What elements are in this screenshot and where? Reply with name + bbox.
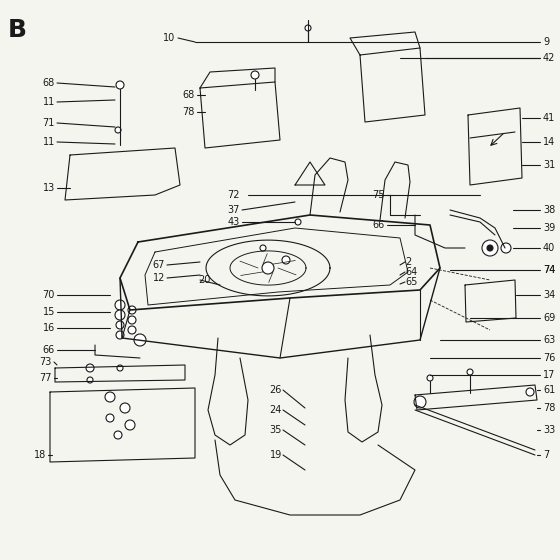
Text: 67: 67	[153, 260, 165, 270]
Text: 74: 74	[543, 265, 556, 275]
Text: 76: 76	[543, 353, 556, 363]
Text: 11: 11	[43, 97, 55, 107]
Circle shape	[427, 375, 433, 381]
Text: 9: 9	[543, 37, 549, 47]
Text: 68: 68	[183, 90, 195, 100]
Text: 39: 39	[543, 223, 556, 233]
Text: B: B	[8, 18, 27, 42]
Circle shape	[260, 245, 266, 251]
Circle shape	[125, 420, 135, 430]
Circle shape	[295, 219, 301, 225]
Text: 61: 61	[543, 385, 556, 395]
Circle shape	[128, 326, 136, 334]
Circle shape	[116, 331, 124, 339]
Text: 18: 18	[34, 450, 46, 460]
Text: 16: 16	[43, 323, 55, 333]
Circle shape	[115, 127, 121, 133]
Circle shape	[114, 431, 122, 439]
Circle shape	[128, 306, 136, 314]
Text: 13: 13	[43, 183, 55, 193]
Text: 11: 11	[43, 137, 55, 147]
Circle shape	[134, 334, 146, 346]
Text: 12: 12	[153, 273, 165, 283]
Circle shape	[115, 310, 125, 320]
Text: 69: 69	[543, 313, 556, 323]
Text: 34: 34	[543, 290, 556, 300]
Circle shape	[105, 392, 115, 402]
Text: 63: 63	[543, 335, 556, 345]
Text: 24: 24	[269, 405, 282, 415]
Circle shape	[128, 316, 136, 324]
Circle shape	[87, 377, 93, 383]
Circle shape	[120, 403, 130, 413]
Text: 37: 37	[227, 205, 240, 215]
Text: 73: 73	[40, 357, 52, 367]
Text: 74: 74	[543, 265, 556, 275]
Text: 71: 71	[43, 118, 55, 128]
Text: 10: 10	[163, 33, 175, 43]
Text: 38: 38	[543, 205, 556, 215]
Circle shape	[414, 396, 426, 408]
Circle shape	[106, 414, 114, 422]
Text: 40: 40	[543, 243, 556, 253]
Text: 15: 15	[43, 307, 55, 317]
Text: 65: 65	[405, 277, 417, 287]
Circle shape	[117, 365, 123, 371]
Text: 66: 66	[373, 220, 385, 230]
Circle shape	[86, 364, 94, 372]
Text: 78: 78	[183, 107, 195, 117]
Text: 75: 75	[372, 190, 385, 200]
Text: 72: 72	[227, 190, 240, 200]
Text: 41: 41	[543, 113, 556, 123]
Text: 26: 26	[269, 385, 282, 395]
Circle shape	[116, 321, 124, 329]
Text: 33: 33	[543, 425, 556, 435]
Circle shape	[282, 256, 290, 264]
Circle shape	[487, 245, 493, 251]
Text: 35: 35	[269, 425, 282, 435]
Circle shape	[305, 25, 311, 31]
Text: 66: 66	[43, 345, 55, 355]
Text: 14: 14	[543, 137, 556, 147]
Text: 19: 19	[270, 450, 282, 460]
Circle shape	[526, 388, 534, 396]
Text: 2: 2	[405, 257, 411, 267]
Text: 7: 7	[543, 450, 549, 460]
Circle shape	[115, 300, 125, 310]
Text: 31: 31	[543, 160, 556, 170]
Circle shape	[467, 369, 473, 375]
Circle shape	[251, 71, 259, 79]
Circle shape	[501, 243, 511, 253]
Text: 78: 78	[543, 403, 556, 413]
Text: 17: 17	[543, 370, 556, 380]
Text: 64: 64	[405, 267, 417, 277]
Text: 20: 20	[198, 275, 211, 285]
Text: 70: 70	[43, 290, 55, 300]
Text: 77: 77	[40, 373, 52, 383]
Circle shape	[482, 240, 498, 256]
Circle shape	[262, 262, 274, 274]
Circle shape	[116, 81, 124, 89]
Text: 68: 68	[43, 78, 55, 88]
Text: 42: 42	[543, 53, 556, 63]
Text: 43: 43	[228, 217, 240, 227]
